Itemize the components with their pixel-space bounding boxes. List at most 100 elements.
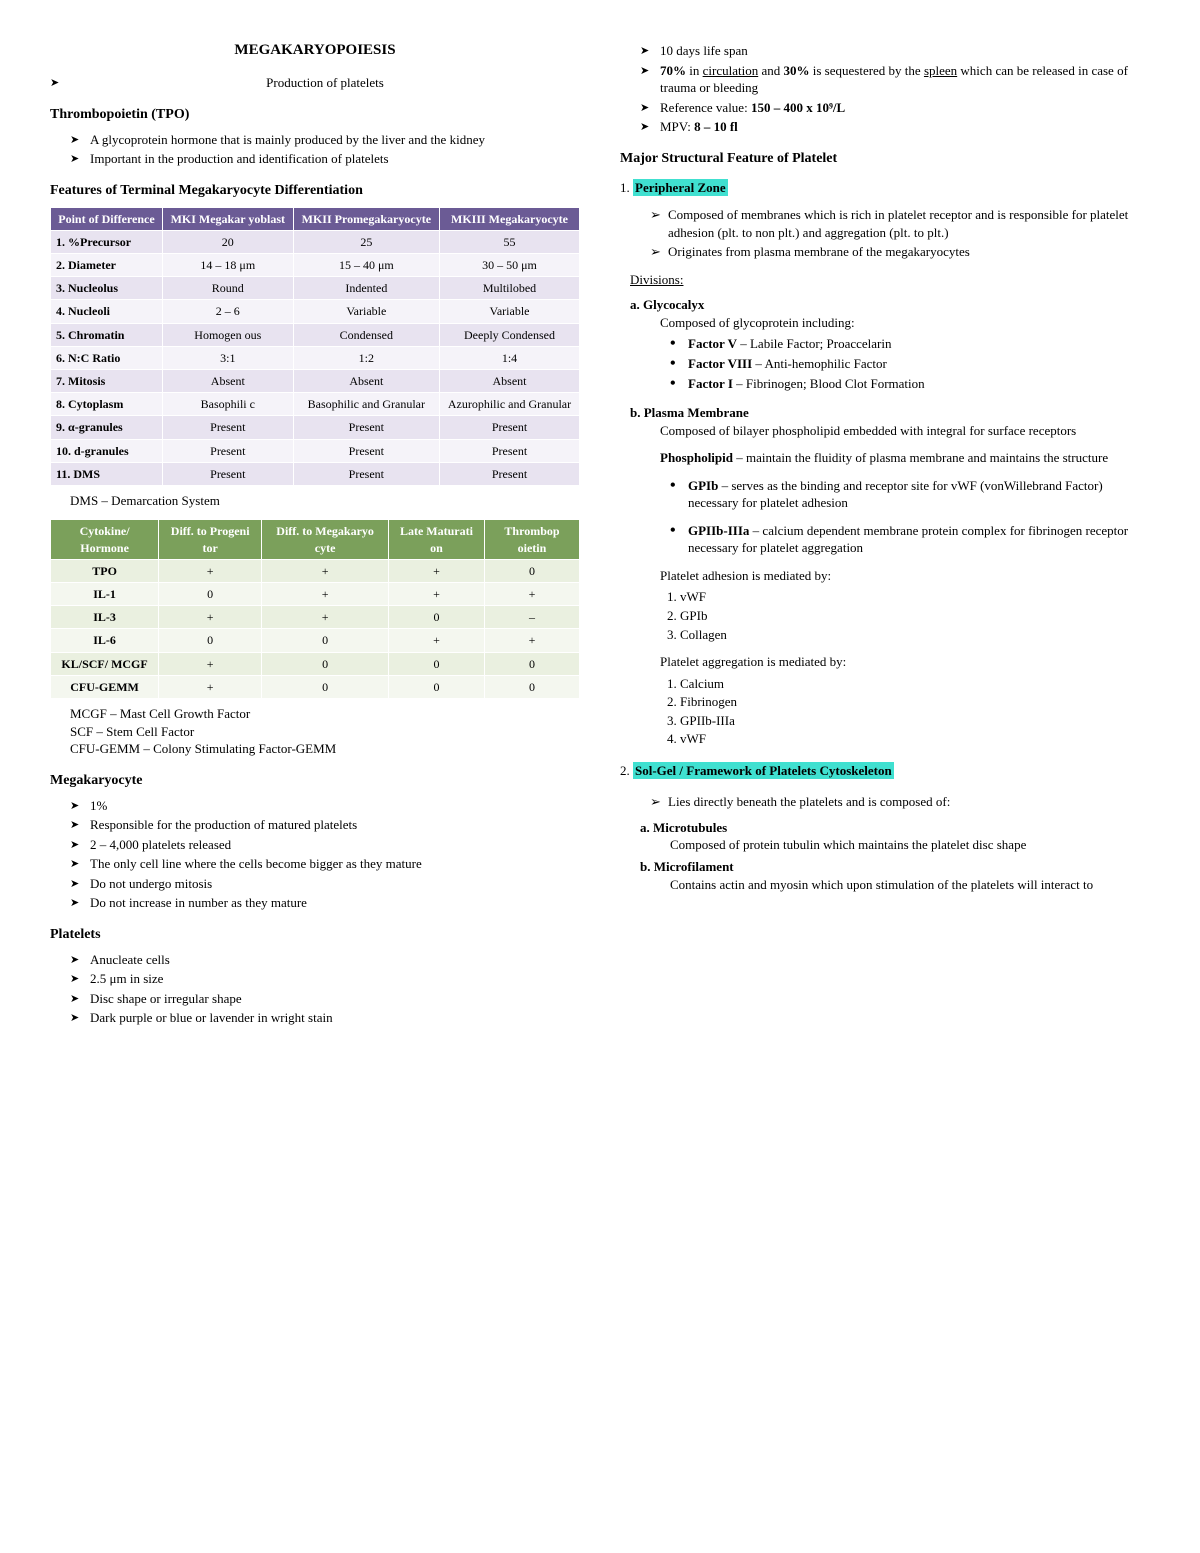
td: 3. Nucleolus	[51, 277, 163, 300]
td: Present	[440, 416, 580, 439]
list-item: A glycoprotein hormone that is mainly pr…	[70, 131, 580, 149]
td: 0	[389, 606, 485, 629]
tpo-list: A glycoprotein hormone that is mainly pr…	[70, 131, 580, 168]
glyco-label: a. Glycocalyx	[630, 297, 704, 312]
mega-heading: Megakaryocyte	[50, 772, 580, 791]
td: Present	[293, 439, 439, 462]
list-item: 2 – 4,000 platelets released	[70, 836, 580, 854]
td: Present	[162, 439, 293, 462]
td: 55	[440, 230, 580, 253]
plasma-desc: Composed of bilayer phospholipid embedde…	[660, 422, 1150, 440]
list-item: Do not increase in number as they mature	[70, 894, 580, 912]
td: 20	[162, 230, 293, 253]
td: IL-6	[51, 629, 159, 652]
td: Present	[162, 416, 293, 439]
list-item: Lies directly beneath the platelets and …	[650, 793, 1150, 811]
aggregation-label: Platelet aggregation is mediated by:	[660, 653, 1150, 671]
td: +	[262, 606, 389, 629]
td: 0	[262, 629, 389, 652]
platelets-heading: Platelets	[50, 926, 580, 945]
list-item: Fibrinogen	[680, 693, 1150, 711]
td: 25	[293, 230, 439, 253]
td: Condensed	[293, 323, 439, 346]
list-item: Composed of membranes which is rich in p…	[650, 206, 1150, 241]
td: +	[159, 652, 262, 675]
msf-heading: Major Structural Feature of Platelet	[620, 150, 1150, 169]
def: SCF – Stem Cell Factor	[70, 723, 580, 741]
th: MKI Megakar yoblast	[162, 207, 293, 230]
td: Multilobed	[440, 277, 580, 300]
zone-num: 1.	[620, 180, 630, 195]
td: 9. α-granules	[51, 416, 163, 439]
glyco-list: Factor V – Labile Factor; Proaccelarin F…	[670, 335, 1150, 392]
td: –	[484, 606, 579, 629]
td: +	[484, 583, 579, 606]
list-item: Reference value: 150 – 400 x 10⁹/L	[640, 99, 1150, 117]
list-item: Dark purple or blue or lavender in wrigh…	[70, 1009, 580, 1027]
microtubules-label: a. Microtubules	[640, 820, 727, 835]
phospholipid-note: Phospholipid – maintain the fluidity of …	[660, 449, 1150, 467]
td: Variable	[440, 300, 580, 323]
td: +	[389, 583, 485, 606]
td: 15 – 40 μm	[293, 254, 439, 277]
td: 30 – 50 μm	[440, 254, 580, 277]
def: CFU-GEMM – Colony Stimulating Factor-GEM…	[70, 740, 580, 758]
list-item: 70% in circulation and 30% is sequestere…	[640, 62, 1150, 97]
peripheral-zone-title: Peripheral Zone	[633, 179, 728, 196]
list-item: Factor I – Fibrinogen; Blood Clot Format…	[670, 375, 1150, 393]
list-item: Originates from plasma membrane of the m…	[650, 243, 1150, 261]
td: +	[159, 606, 262, 629]
list-item: Factor V – Labile Factor; Proaccelarin	[670, 335, 1150, 353]
td: Present	[440, 439, 580, 462]
td: Absent	[293, 369, 439, 392]
plasma-label: b. Plasma Membrane	[630, 405, 749, 420]
list-item: GPIb	[680, 607, 1150, 625]
list-item: Important in the production and identifi…	[70, 150, 580, 168]
td: 0	[484, 652, 579, 675]
list-item: GPIIb-IIIa – calcium dependent membrane …	[670, 522, 1150, 557]
td: Basophili c	[162, 393, 293, 416]
th: Cytokine/ Hormone	[51, 520, 159, 559]
list-item: Collagen	[680, 626, 1150, 644]
th: MKII Promegakaryocyte	[293, 207, 439, 230]
solgel-list: Lies directly beneath the platelets and …	[650, 793, 1150, 811]
th: Point of Difference	[51, 207, 163, 230]
td: CFU-GEMM	[51, 675, 159, 698]
zone-num: 2.	[620, 763, 630, 778]
adhesion-label: Platelet adhesion is mediated by:	[660, 567, 1150, 585]
td: 2 – 6	[162, 300, 293, 323]
td: 0	[262, 675, 389, 698]
list-item: 2.5 μm in size	[70, 970, 580, 988]
td: 14 – 18 μm	[162, 254, 293, 277]
list-item: vWF	[680, 730, 1150, 748]
td: Absent	[162, 369, 293, 392]
features-heading: Features of Terminal Megakaryocyte Diffe…	[50, 182, 580, 201]
pz-list: Composed of membranes which is rich in p…	[650, 206, 1150, 261]
list-item: Do not undergo mitosis	[70, 875, 580, 893]
list-item: Calcium	[680, 675, 1150, 693]
glyco-desc: Composed of glycoprotein including:	[660, 314, 1150, 332]
td: Indented	[293, 277, 439, 300]
td: Deeply Condensed	[440, 323, 580, 346]
td: 0	[484, 675, 579, 698]
differentiation-table: Point of Difference MKI Megakar yoblast …	[50, 207, 580, 486]
list-item: 1%	[70, 797, 580, 815]
list-item: Anucleate cells	[70, 951, 580, 969]
td: 0	[262, 652, 389, 675]
subtitle: Production of platelets	[50, 74, 580, 92]
td: 2. Diameter	[51, 254, 163, 277]
td: IL-1	[51, 583, 159, 606]
td: 0	[159, 629, 262, 652]
td: 1:4	[440, 346, 580, 369]
list-item: MPV: 8 – 10 fl	[640, 118, 1150, 136]
td: 0	[389, 652, 485, 675]
list-item: GPIIb-IIIa	[680, 712, 1150, 730]
td: Basophilic and Granular	[293, 393, 439, 416]
td: Present	[440, 462, 580, 485]
td: 5. Chromatin	[51, 323, 163, 346]
mega-list: 1% Responsible for the production of mat…	[70, 797, 580, 912]
page-title: MEGAKARYOPOIESIS	[50, 40, 580, 60]
td: 4. Nucleoli	[51, 300, 163, 323]
td: +	[159, 559, 262, 582]
td: 7. Mitosis	[51, 369, 163, 392]
